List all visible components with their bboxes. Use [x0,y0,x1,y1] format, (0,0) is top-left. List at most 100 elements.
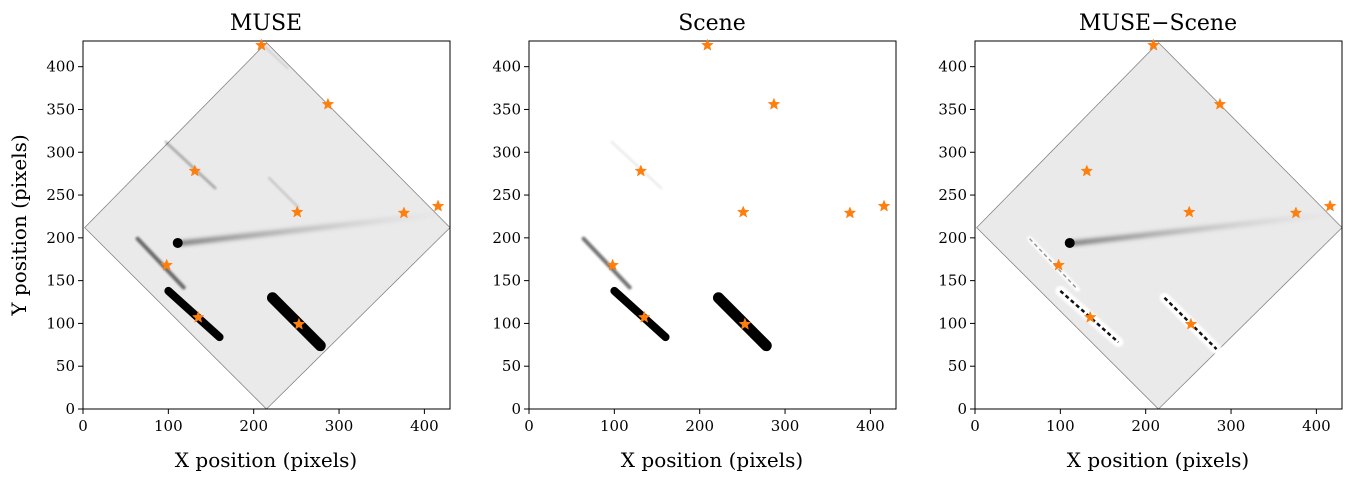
x-axis-label: X position (pixels) [175,448,357,472]
panel-muse: MUSE 0 100 200 300 400 0 50 100 150 200 250 300 350 4… [46,11,451,472]
star-marker [634,164,648,177]
panel-residual: MUSE−Scene 0 100 200 300 400 0 50 100 150 200 250 3… [938,11,1343,472]
x-tick-label: 300 [1217,417,1246,435]
y-tick-label: 150 [938,272,967,290]
satellite-streak [164,140,217,190]
y-tick-label: 400 [46,58,75,76]
star-marker [1052,258,1066,271]
x-tick-label: 300 [325,417,354,435]
y-tick-label: 400 [492,58,521,76]
y-tick-label: 250 [46,186,75,204]
x-tick-label: 300 [771,417,800,435]
galaxy-tail [179,210,450,246]
y-tick-label: 150 [492,272,521,290]
y-tick-label: 0 [511,400,521,418]
satellite-streak [266,292,326,352]
star-marker [877,199,891,212]
y-tick-label: 100 [492,314,521,332]
star-marker [767,97,781,110]
star-marker [736,205,750,218]
star-marker [160,258,174,271]
x-tick-label: 400 [410,417,439,435]
satellite-streak [581,236,632,290]
x-tick-label: 400 [856,417,885,435]
star-marker [397,206,411,219]
plot-frame [974,40,1343,410]
satellite-streak [712,292,772,352]
galaxy-core [172,237,183,248]
star-marker [1289,206,1303,219]
star-marker [1184,317,1198,330]
y-tick-label: 100 [938,314,967,332]
star-marker [1323,199,1337,212]
y-tick-label: 0 [957,400,967,418]
star-marker [255,38,268,51]
y-tick-label: 0 [65,400,75,418]
x-tick-label: 200 [1131,417,1160,435]
x-tick-label: 200 [239,417,268,435]
x-tick-label: 0 [78,417,88,435]
y-tick-label: 50 [502,357,521,375]
y-tick-label: 50 [56,357,75,375]
x-tick-label: 0 [970,417,980,435]
star-marker [843,206,857,219]
star-marker [637,310,651,323]
y-tick-label: 200 [938,229,967,247]
y-tick-label: 200 [492,229,521,247]
y-tick-label: 50 [948,357,967,375]
x-tick-label: 0 [524,417,534,435]
star-marker [191,310,205,323]
star-marker [292,317,306,330]
x-axis-label: X position (pixels) [1067,448,1249,472]
star-marker [321,97,335,110]
satellite-streak [268,176,300,209]
x-tick-label: 100 [154,417,183,435]
y-tick-label: 350 [492,100,521,118]
satellite-streak [610,140,663,190]
x-tick-label: 100 [1046,417,1075,435]
star-marker [701,38,714,51]
field-noise [84,42,450,409]
x-axis-label: X position (pixels) [621,448,803,472]
star-marker [1080,164,1094,177]
panel-title: MUSE−Scene [1079,11,1237,36]
y-tick-label: 400 [938,58,967,76]
star-marker [431,199,445,212]
star-marker [1083,310,1097,323]
plot-frame [528,40,897,410]
panel-title: Scene [678,11,746,36]
x-tick-label: 400 [1302,417,1331,435]
star-marker [1147,38,1160,51]
x-tick-label: 100 [600,417,629,435]
panel-title: MUSE [230,11,302,36]
star-marker [606,258,620,271]
satellite-streak [610,286,670,342]
y-tick-label: 300 [938,143,967,161]
y-tick-label: 150 [46,272,75,290]
field-noise [976,42,1342,409]
star-marker [188,164,202,177]
satellite-streak [263,45,289,70]
y-tick-label: 350 [938,100,967,118]
satellite-streak [135,236,186,290]
star-marker [290,205,304,218]
residual-streak [1029,238,1078,290]
y-tick-label: 250 [938,186,967,204]
star-marker [1213,97,1227,110]
satellite-streak [164,286,224,342]
panel-scene: Scene 0 100 200 300 400 0 50 100 150 200 250 300 350… [492,11,897,472]
x-tick-label: 200 [685,417,714,435]
galaxy-tail [1071,210,1342,246]
star-marker [1182,205,1196,218]
y-axis-label: Y position (pixels) [7,134,31,316]
y-tick-label: 100 [46,314,75,332]
y-tick-label: 300 [46,143,75,161]
plot-frame [82,40,451,410]
y-tick-label: 350 [46,100,75,118]
galaxy-core [1064,237,1075,248]
y-tick-label: 250 [492,186,521,204]
y-tick-label: 300 [492,143,521,161]
star-marker [738,317,752,330]
y-tick-label: 200 [46,229,75,247]
